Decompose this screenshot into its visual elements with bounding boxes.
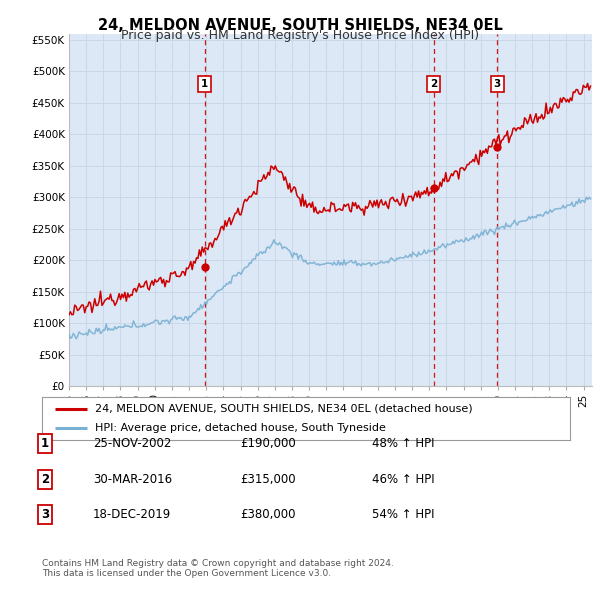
Text: £315,000: £315,000 (240, 473, 296, 486)
Text: 3: 3 (494, 79, 501, 89)
Text: 24, MELDON AVENUE, SOUTH SHIELDS, NE34 0EL: 24, MELDON AVENUE, SOUTH SHIELDS, NE34 0… (98, 18, 502, 32)
Text: 54% ↑ HPI: 54% ↑ HPI (372, 508, 434, 521)
Text: 1: 1 (201, 79, 208, 89)
Text: 3: 3 (41, 508, 49, 521)
Text: 48% ↑ HPI: 48% ↑ HPI (372, 437, 434, 450)
Text: 2: 2 (430, 79, 437, 89)
Text: HPI: Average price, detached house, South Tyneside: HPI: Average price, detached house, Sout… (95, 423, 386, 433)
Text: 18-DEC-2019: 18-DEC-2019 (93, 508, 171, 521)
Text: 2: 2 (41, 473, 49, 486)
Text: Price paid vs. HM Land Registry's House Price Index (HPI): Price paid vs. HM Land Registry's House … (121, 30, 479, 42)
Text: 24, MELDON AVENUE, SOUTH SHIELDS, NE34 0EL (detached house): 24, MELDON AVENUE, SOUTH SHIELDS, NE34 0… (95, 404, 472, 414)
Text: £380,000: £380,000 (240, 508, 296, 521)
Text: 25-NOV-2002: 25-NOV-2002 (93, 437, 172, 450)
Text: £190,000: £190,000 (240, 437, 296, 450)
Text: Contains HM Land Registry data © Crown copyright and database right 2024.
This d: Contains HM Land Registry data © Crown c… (42, 559, 394, 578)
Text: 1: 1 (41, 437, 49, 450)
Text: 46% ↑ HPI: 46% ↑ HPI (372, 473, 434, 486)
Text: 30-MAR-2016: 30-MAR-2016 (93, 473, 172, 486)
